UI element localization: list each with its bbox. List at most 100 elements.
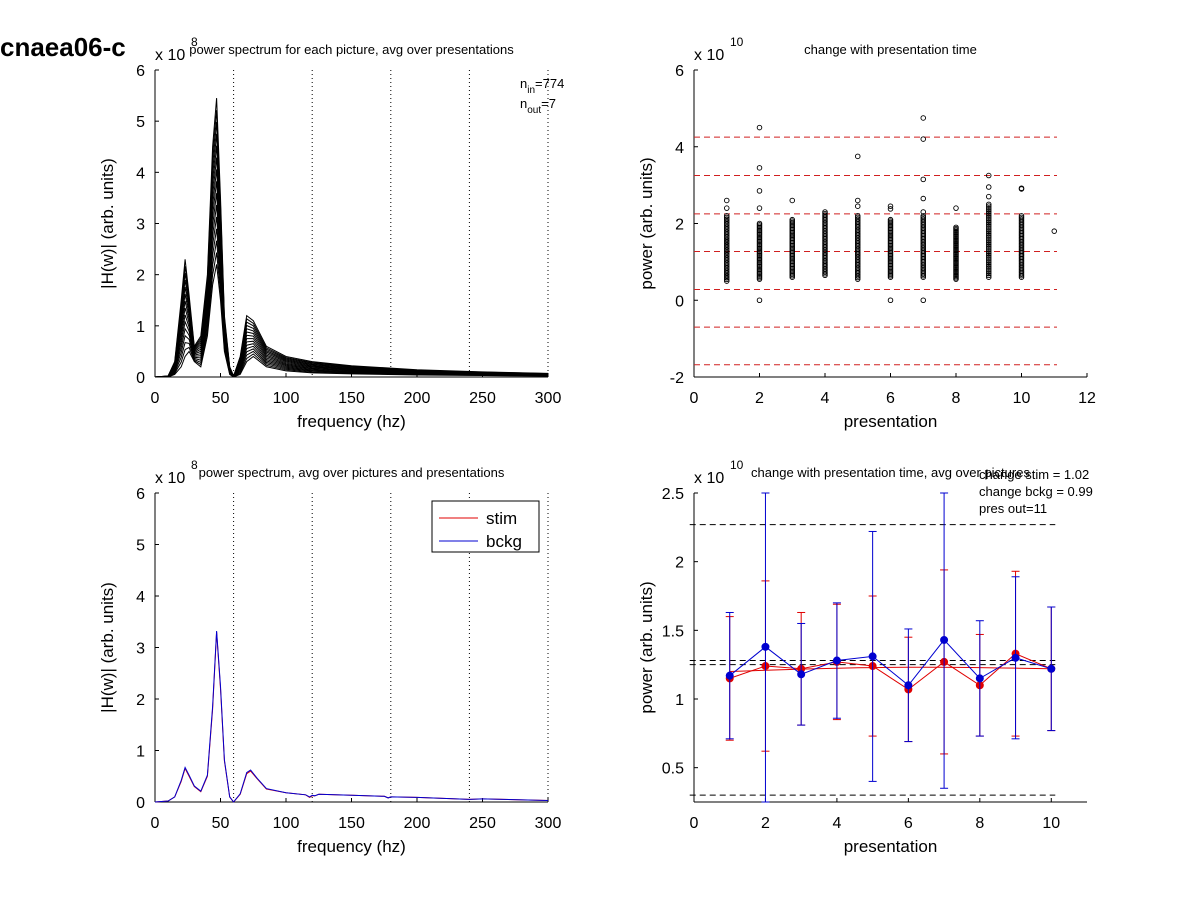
y-tick-label: 1: [136, 319, 145, 336]
scatter-point: [986, 245, 992, 251]
y-axis-label: power (arb. units): [637, 157, 656, 289]
scatter-point: [855, 216, 861, 222]
scatter-point: [822, 212, 828, 218]
scatter-point: [986, 254, 992, 260]
y-tick-label: 3: [136, 217, 145, 234]
y-exponent-power: 8: [191, 35, 198, 49]
x-axis-label: frequency (hz): [297, 837, 406, 856]
scatter-point: [986, 263, 992, 270]
scatter-point: [986, 267, 992, 273]
x-tick-label: 250: [469, 815, 496, 832]
x-axis-label: presentation: [844, 837, 938, 856]
scatter-point: [1018, 216, 1025, 222]
scatter-point: [986, 201, 992, 208]
x-tick-label: 4: [832, 815, 841, 832]
scatter-point: [986, 270, 992, 277]
y-tick-label: 4: [675, 140, 684, 157]
y-axis-label: power (arb. units): [637, 581, 656, 713]
scatter-column: [920, 115, 927, 304]
chart-title: change with presentation time, avg over …: [751, 465, 1030, 480]
spectrum-trace: [154, 240, 549, 378]
scatter-point: [920, 297, 927, 304]
y-tick-label: 2: [675, 217, 684, 234]
scatter-point: [887, 206, 894, 212]
scatter-point: [887, 203, 894, 209]
chart-p2: 0 2 4 6 8 10 12 -2 0 2 4 6 presentation power (arb. u…: [637, 35, 1096, 431]
y-exponent-base: x 10: [155, 47, 185, 64]
y-tick-label: 2: [136, 692, 145, 709]
scatter-point: [1018, 213, 1025, 219]
x-tick-label: 100: [273, 390, 300, 407]
scatter-point: [953, 205, 959, 211]
scatter-point: [986, 221, 992, 228]
legend-box: [431, 500, 540, 553]
y-exponent-power: 10: [730, 458, 744, 472]
scatter-point: [986, 216, 992, 222]
scatter-column: [724, 197, 730, 284]
scatter-point: [986, 172, 992, 179]
series-line-bckg: [154, 630, 549, 803]
data-point: [1047, 664, 1056, 673]
x-tick-label: 150: [338, 390, 365, 407]
series-bckg: [725, 492, 1056, 803]
x-tick-label: 50: [212, 390, 230, 407]
spectrum-trace: [154, 228, 549, 378]
scatter-point: [986, 256, 992, 262]
data-point: [797, 670, 806, 679]
data-point: [904, 681, 913, 690]
y-exponent-power: 8: [191, 458, 198, 472]
y-tick-label: 1: [136, 744, 145, 761]
x-tick-label: 2: [755, 390, 764, 407]
scatter-point: [855, 213, 861, 219]
scatter-point: [986, 238, 992, 244]
y-tick-label: 6: [136, 63, 145, 80]
scatter-point: [986, 210, 992, 217]
scatter-point: [855, 197, 861, 204]
scatter-point: [986, 228, 992, 235]
y-exponent-base: x 10: [694, 47, 724, 64]
chart-p1: 0 50 100 150 200 250 300 0 1 2 3 4 5 6 frequency (hz) |…: [98, 35, 564, 431]
scatter-point: [986, 250, 992, 257]
scatter-point: [986, 247, 992, 253]
spectrum-trace: [154, 204, 549, 378]
x-tick-label: 8: [952, 390, 961, 407]
scatter-point: [887, 297, 894, 304]
x-tick-label: 10: [1013, 390, 1031, 407]
scatter-point: [756, 188, 763, 194]
scatter-point: [986, 208, 992, 215]
scatter-point: [920, 176, 927, 183]
x-tick-label: 8: [975, 815, 984, 832]
scatter-column: [1018, 185, 1025, 280]
y-tick-label: 5: [136, 538, 145, 555]
spectrum-trace: [155, 264, 549, 378]
scatter-point: [986, 193, 992, 200]
x-tick-label: 0: [690, 815, 699, 832]
y-tick-label: -2: [670, 370, 684, 387]
scatter-point: [986, 269, 992, 275]
x-tick-label: 200: [404, 390, 431, 407]
scatter-point: [986, 252, 992, 259]
x-tick-label: 0: [151, 390, 160, 407]
series-stim: [725, 569, 1056, 755]
scatter-point: [887, 216, 894, 223]
scatter-point: [986, 217, 992, 224]
scatter-point: [724, 205, 730, 211]
scatter-point: [920, 136, 927, 142]
scatter-column: [887, 203, 894, 304]
y-axis-label: |H(w)| (arb. units): [98, 158, 117, 289]
legend-label-bckg: bckg: [486, 532, 522, 551]
scatter-point: [986, 207, 992, 213]
spectrum-trace: [154, 98, 549, 378]
chart-title: power spectrum for each picture, avg ove…: [189, 42, 514, 57]
scatter-point: [986, 227, 992, 233]
x-tick-label: 250: [469, 390, 496, 407]
y-tick-label: 0: [136, 795, 145, 812]
scatter-point: [986, 205, 992, 211]
data-point: [868, 652, 877, 661]
y-tick-label: 2: [675, 555, 684, 572]
scatter-point: [789, 197, 796, 204]
x-tick-label: 10: [1042, 815, 1060, 832]
scatter-point: [789, 216, 796, 223]
scatter-point: [920, 216, 927, 222]
